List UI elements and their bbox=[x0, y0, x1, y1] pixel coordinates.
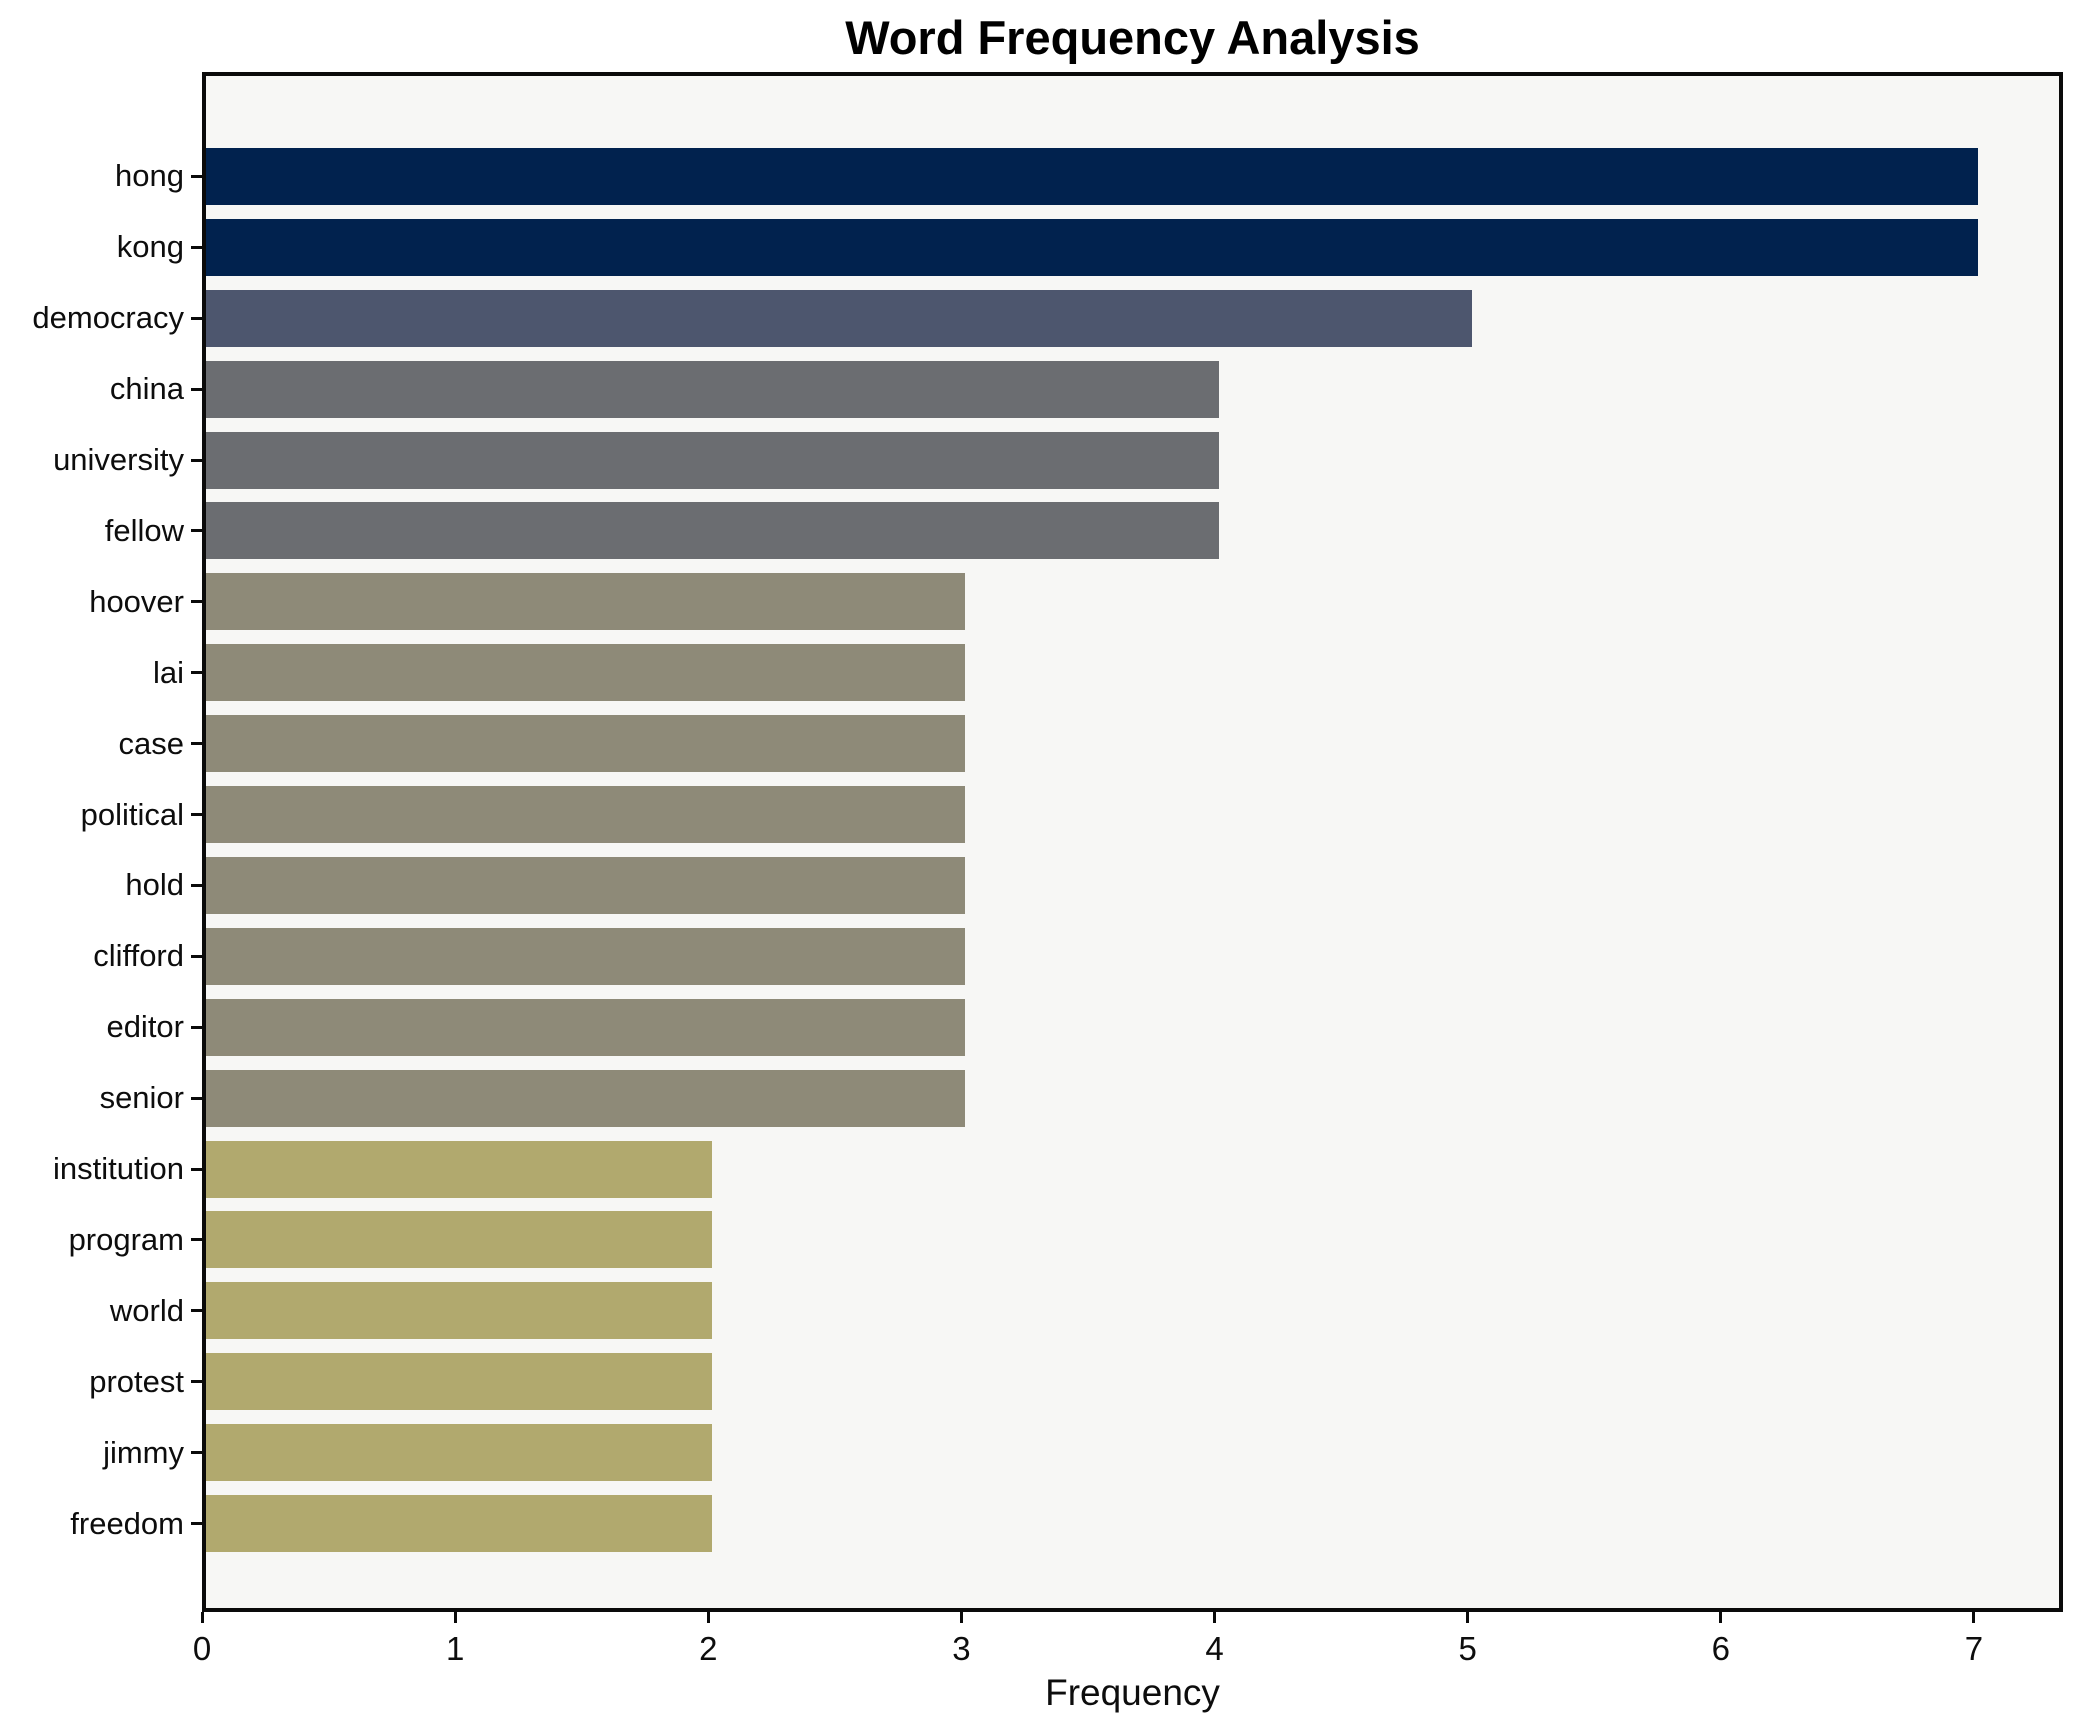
y-tick-label-jimmy: jimmy bbox=[103, 1434, 184, 1470]
x-tick-label-5: 5 bbox=[1458, 1630, 1477, 1667]
y-tick-mark bbox=[191, 883, 202, 887]
x-tick-mark bbox=[1719, 1612, 1723, 1623]
bar-senior bbox=[206, 1069, 966, 1127]
y-tick-mark bbox=[191, 600, 202, 604]
y-tick-label-university: university bbox=[53, 442, 184, 478]
x-tick-label-6: 6 bbox=[1711, 1630, 1730, 1667]
x-tick-label-4: 4 bbox=[1205, 1630, 1224, 1667]
y-tick-label-hold: hold bbox=[125, 867, 184, 903]
y-tick-mark bbox=[191, 1096, 202, 1100]
y-tick-label-institution: institution bbox=[53, 1151, 184, 1187]
y-tick-label-lai: lai bbox=[152, 654, 184, 690]
x-tick-label-1: 1 bbox=[445, 1630, 465, 1667]
y-tick-mark bbox=[191, 245, 202, 249]
y-tick-label-editor: editor bbox=[106, 1009, 184, 1045]
bar-political bbox=[206, 786, 966, 844]
x-tick-label-3: 3 bbox=[952, 1630, 971, 1667]
y-tick-mark bbox=[191, 1238, 202, 1242]
bar-protest bbox=[206, 1353, 713, 1411]
y-tick-mark bbox=[191, 1522, 202, 1526]
bar-china bbox=[206, 360, 1219, 418]
y-tick-label-fellow: fellow bbox=[104, 512, 184, 548]
y-tick-mark bbox=[191, 458, 202, 462]
bar-program bbox=[206, 1211, 713, 1269]
bar-jimmy bbox=[206, 1424, 713, 1482]
bar-editor bbox=[206, 998, 966, 1056]
x-tick-label-7: 7 bbox=[1964, 1630, 1984, 1667]
x-tick-mark bbox=[1466, 1612, 1470, 1623]
y-tick-mark bbox=[191, 1025, 202, 1029]
y-tick-label-protest: protest bbox=[89, 1363, 184, 1399]
y-tick-mark bbox=[191, 813, 202, 817]
plot-area bbox=[202, 72, 2063, 1612]
y-tick-label-hoover: hoover bbox=[89, 583, 184, 619]
bar-hong bbox=[206, 147, 1978, 205]
y-tick-mark bbox=[191, 742, 202, 746]
y-tick-label-program: program bbox=[68, 1221, 184, 1257]
y-tick-label-world: world bbox=[109, 1292, 184, 1328]
y-tick-mark bbox=[191, 387, 202, 391]
bar-world bbox=[206, 1282, 713, 1340]
x-tick-mark bbox=[706, 1612, 710, 1623]
bar-kong bbox=[206, 218, 1978, 276]
y-tick-mark bbox=[191, 1451, 202, 1455]
y-tick-mark bbox=[191, 1309, 202, 1313]
chart-title: Word Frequency Analysis bbox=[845, 11, 1420, 64]
bar-lai bbox=[206, 644, 966, 702]
y-tick-label-kong: kong bbox=[116, 229, 184, 265]
bar-university bbox=[206, 431, 1219, 489]
x-tick-mark bbox=[453, 1612, 457, 1623]
y-tick-label-clifford: clifford bbox=[93, 938, 184, 974]
x-tick-mark bbox=[1972, 1612, 1976, 1623]
bar-hold bbox=[206, 856, 966, 914]
y-tick-mark bbox=[191, 1167, 202, 1171]
y-tick-mark bbox=[191, 174, 202, 178]
y-tick-label-hong: hong bbox=[115, 158, 184, 194]
y-tick-label-case: case bbox=[118, 725, 184, 761]
y-tick-mark bbox=[191, 954, 202, 958]
x-axis-label: Frequency bbox=[1045, 1672, 1220, 1713]
y-tick-mark bbox=[191, 671, 202, 675]
y-tick-mark bbox=[191, 1380, 202, 1384]
x-tick-mark bbox=[200, 1612, 204, 1623]
x-tick-label-2: 2 bbox=[699, 1630, 718, 1667]
bar-freedom bbox=[206, 1495, 713, 1553]
x-tick-mark bbox=[959, 1612, 963, 1623]
bar-hoover bbox=[206, 573, 966, 631]
bar-fellow bbox=[206, 502, 1219, 560]
bar-case bbox=[206, 715, 966, 773]
y-tick-label-freedom: freedom bbox=[70, 1505, 184, 1541]
y-tick-mark bbox=[191, 529, 202, 533]
y-tick-label-china: china bbox=[109, 371, 184, 407]
x-tick-label-0: 0 bbox=[192, 1630, 212, 1667]
y-tick-label-democracy: democracy bbox=[32, 300, 184, 336]
y-tick-label-political: political bbox=[80, 796, 184, 832]
bar-institution bbox=[206, 1140, 713, 1198]
bar-democracy bbox=[206, 289, 1472, 347]
x-tick-mark bbox=[1213, 1612, 1217, 1623]
y-tick-label-senior: senior bbox=[99, 1080, 184, 1116]
bar-clifford bbox=[206, 927, 966, 985]
y-tick-mark bbox=[191, 316, 202, 320]
